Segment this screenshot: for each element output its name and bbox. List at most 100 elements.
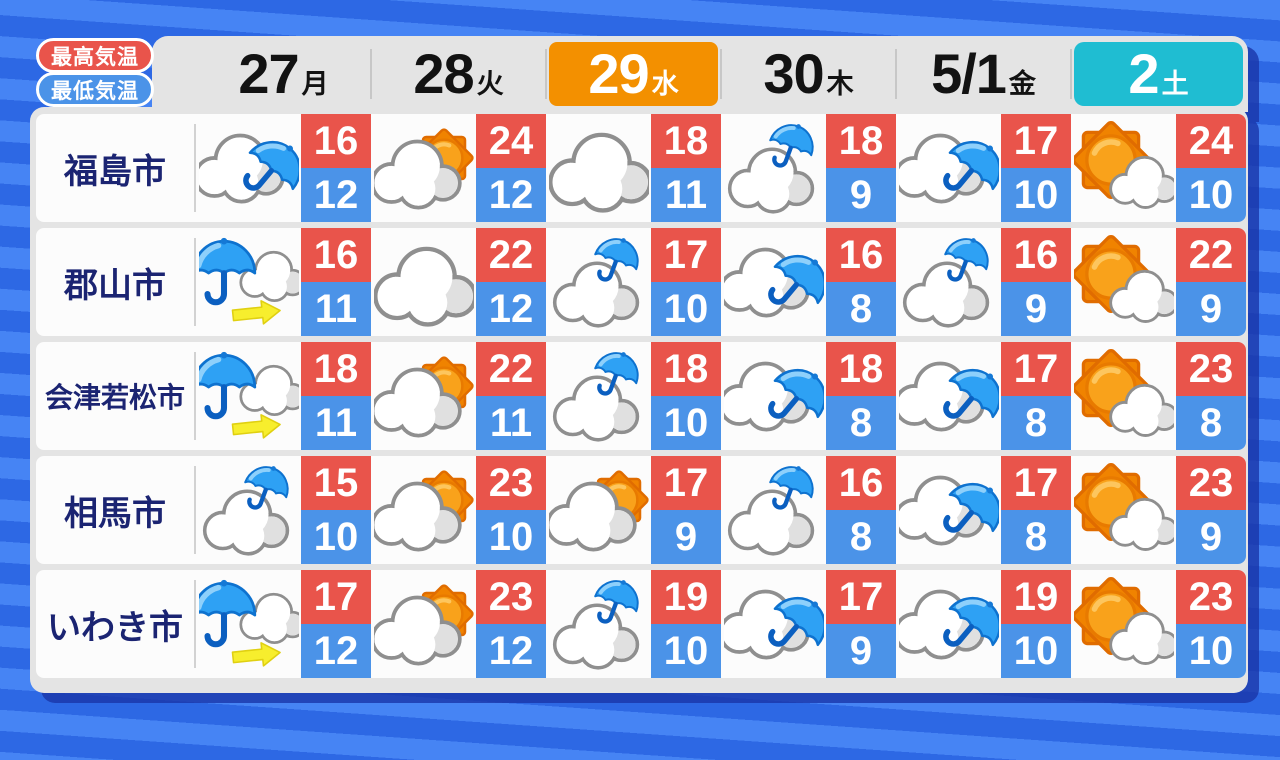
weather-icon-box: [896, 228, 1001, 336]
high-temp-value: 15: [301, 456, 371, 510]
low-temp-value: 8: [826, 282, 896, 336]
header-day-weekday: 月: [301, 69, 329, 99]
low-temp-value: 11: [301, 282, 371, 336]
temperature-column: 23 10: [1176, 570, 1246, 678]
sun-cloud-icon: [1074, 346, 1174, 437]
weather-icon-box: [371, 228, 476, 336]
high-temp-value: 17: [651, 456, 721, 510]
forecast-cell: 23 10: [371, 456, 546, 564]
forecast-cell: 16 12: [196, 114, 371, 222]
sun-cloud-icon: [1074, 460, 1174, 551]
cloud-sun-icon: [548, 460, 649, 552]
low-temp-value: 8: [826, 510, 896, 564]
low-temp-value: 11: [651, 168, 721, 222]
temperature-column: 17 9: [826, 570, 896, 678]
header-day-box: 30 木: [724, 42, 893, 106]
cloud-umbrella-side-icon: [723, 346, 824, 446]
weather-icon-box: [1071, 342, 1176, 450]
low-temp-value: 8: [1001, 396, 1071, 450]
weather-icon-box: [721, 228, 826, 336]
city-row: 会津若松市 18 11 22 11 18 10: [36, 342, 1246, 450]
temperature-column: 18 11: [651, 114, 721, 222]
weather-icon-box: [1071, 456, 1176, 564]
city-divider: [194, 352, 196, 440]
low-temp-value: 9: [651, 510, 721, 564]
city-name: 会津若松市: [44, 382, 185, 413]
cloud-umbrella-side-icon: [898, 346, 999, 446]
city-divider: [194, 466, 196, 554]
temperature-column: 16 8: [826, 456, 896, 564]
forecast-cell: 23 9: [1071, 456, 1246, 564]
high-temp-value: 23: [476, 456, 546, 510]
low-temp-value: 10: [1176, 624, 1246, 678]
header-day-weekday: 木: [826, 69, 854, 99]
weather-icon-box: [196, 228, 301, 336]
city-row: 相馬市 15 10 23 10 17 9: [36, 456, 1246, 564]
low-temp-value: 12: [476, 624, 546, 678]
forecast-card: 福島市 16 12 24 12 18 11: [30, 107, 1248, 693]
high-temp-legend-pill: 最高気温: [36, 38, 154, 73]
low-temp-value: 10: [1001, 624, 1071, 678]
temperature-legend: 最高気温 最低気温: [36, 38, 154, 107]
forecast-cell: 17 8: [896, 342, 1071, 450]
forecast-cell: 17 10: [546, 228, 721, 336]
forecast-cell: 17 10: [896, 114, 1071, 222]
cloud-umbrella-top-icon: [727, 118, 824, 214]
temperature-column: 23 8: [1176, 342, 1246, 450]
high-temp-value: 17: [826, 570, 896, 624]
sun-cloud-icon: [1074, 232, 1174, 323]
weather-icon-box: [371, 456, 476, 564]
low-temp-value: 8: [1001, 510, 1071, 564]
header-day: 28 火: [370, 36, 546, 112]
weather-icon-box: [1071, 114, 1176, 222]
cloud-umbrella-side-icon: [723, 574, 824, 674]
cloud-umbrella-top-icon: [552, 574, 649, 670]
cloud-umbrella-top-icon: [902, 232, 999, 328]
weather-icon-box: [721, 456, 826, 564]
high-temp-value: 18: [651, 342, 721, 396]
high-temp-value: 19: [1001, 570, 1071, 624]
header-day: 29 水: [545, 36, 721, 112]
forecast-cell: 24 12: [371, 114, 546, 222]
temperature-column: 23 10: [476, 456, 546, 564]
high-temp-value: 17: [1001, 114, 1071, 168]
forecast-cell: 18 10: [546, 342, 721, 450]
low-temp-value: 12: [476, 282, 546, 336]
low-temp-value: 12: [301, 168, 371, 222]
forecast-cell: 16 8: [721, 228, 896, 336]
temperature-column: 24 12: [476, 114, 546, 222]
cloud-umbrella-top-icon: [552, 346, 649, 442]
forecast-cell: 17 9: [546, 456, 721, 564]
temperature-column: 22 9: [1176, 228, 1246, 336]
cloud-umbrella-side-icon: [898, 118, 999, 218]
cloud-umbrella-side-icon: [898, 574, 999, 674]
header-day: 27 月: [196, 36, 371, 112]
weather-icon-box: [721, 570, 826, 678]
forecast-cell: 23 12: [371, 570, 546, 678]
temperature-column: 17 10: [1001, 114, 1071, 222]
weather-icon-box: [721, 114, 826, 222]
cloud-icon: [374, 232, 474, 332]
date-header-days: 27 月 28 火 29 水 30 木 5/1: [196, 36, 1246, 112]
cloud-umbrella-side-icon: [723, 232, 824, 332]
forecast-cell: 17 9: [721, 570, 896, 678]
forecast-cell: 24 10: [1071, 114, 1246, 222]
low-temp-value: 9: [1176, 282, 1246, 336]
high-temp-value: 17: [301, 570, 371, 624]
low-temp-legend-pill: 最低気温: [36, 72, 154, 107]
forecast-cell: 19 10: [896, 570, 1071, 678]
weather-icon-box: [546, 114, 651, 222]
cloud-sun-icon: [373, 460, 474, 552]
city-row: いわき市 17 12 23 12 19 10: [36, 570, 1246, 678]
low-temp-value: 10: [1176, 168, 1246, 222]
header-day-box: 2 土: [1074, 42, 1243, 106]
high-temp-value: 16: [1001, 228, 1071, 282]
high-temp-value: 17: [1001, 342, 1071, 396]
weather-icon-box: [721, 342, 826, 450]
city-name: 郡山市: [64, 266, 166, 305]
header-day: 30 木: [720, 36, 896, 112]
city-name: いわき市: [47, 608, 183, 647]
low-temp-legend-label: 最低気温: [51, 79, 139, 103]
forecast-cell: 16 11: [196, 228, 371, 336]
temperature-column: 18 10: [651, 342, 721, 450]
